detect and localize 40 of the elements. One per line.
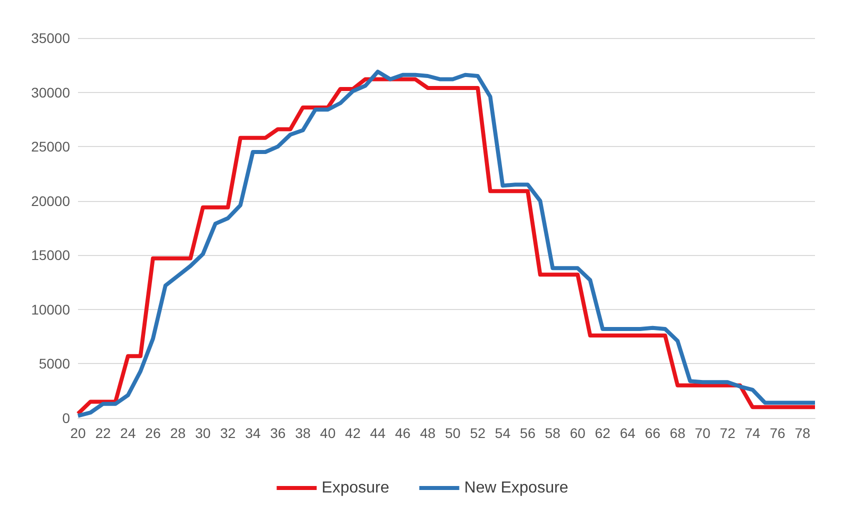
x-tick-label: 40: [320, 425, 336, 441]
x-tick-label: 76: [770, 425, 786, 441]
x-tick-label: 38: [295, 425, 311, 441]
x-tick-label: 78: [794, 425, 811, 441]
y-tick-label: 20000: [31, 192, 70, 209]
x-tick-label: 46: [394, 425, 411, 441]
x-tick-label: 26: [145, 425, 161, 441]
x-tick-label: 62: [594, 425, 611, 441]
x-tick-label: 68: [670, 425, 686, 441]
x-tick-label: 70: [694, 425, 711, 441]
x-tick-label: 52: [470, 425, 486, 441]
y-tick-label: 30000: [31, 84, 70, 100]
x-tick-label: 32: [220, 425, 236, 441]
y-tick-label: 5000: [38, 356, 70, 372]
x-tick-label: 44: [370, 425, 386, 441]
x-tick-label: 66: [644, 425, 661, 441]
x-tick-label: 42: [345, 425, 361, 441]
x-tick-label: 34: [245, 425, 261, 441]
x-tick-label: 24: [120, 425, 136, 441]
x-tick-label: 22: [95, 425, 111, 441]
legend-label: New Exposure: [464, 480, 568, 496]
y-tick-label: 0: [62, 410, 70, 426]
x-tick-label: 58: [544, 425, 561, 441]
x-tick-label: 28: [170, 425, 186, 441]
x-tick-label: 30: [195, 425, 211, 441]
y-tick-label: 35000: [31, 30, 70, 46]
y-tick-label: 15000: [31, 247, 70, 264]
x-tick-label: 60: [570, 425, 586, 441]
x-tick-label: 50: [444, 425, 461, 441]
x-tick-label: 54: [494, 425, 511, 441]
x-tick-label: 36: [270, 425, 286, 441]
x-tick-label: 48: [420, 425, 436, 441]
y-tick-label: 10000: [31, 301, 70, 318]
y-tick-label: 25000: [31, 138, 70, 155]
x-tick-label: 72: [720, 425, 736, 441]
x-tick-label: 74: [744, 425, 761, 441]
legend-label: Exposure: [322, 480, 390, 496]
x-tick-label: 56: [520, 425, 536, 441]
x-tick-label: 20: [70, 425, 86, 441]
x-tick-label: 64: [620, 425, 636, 441]
